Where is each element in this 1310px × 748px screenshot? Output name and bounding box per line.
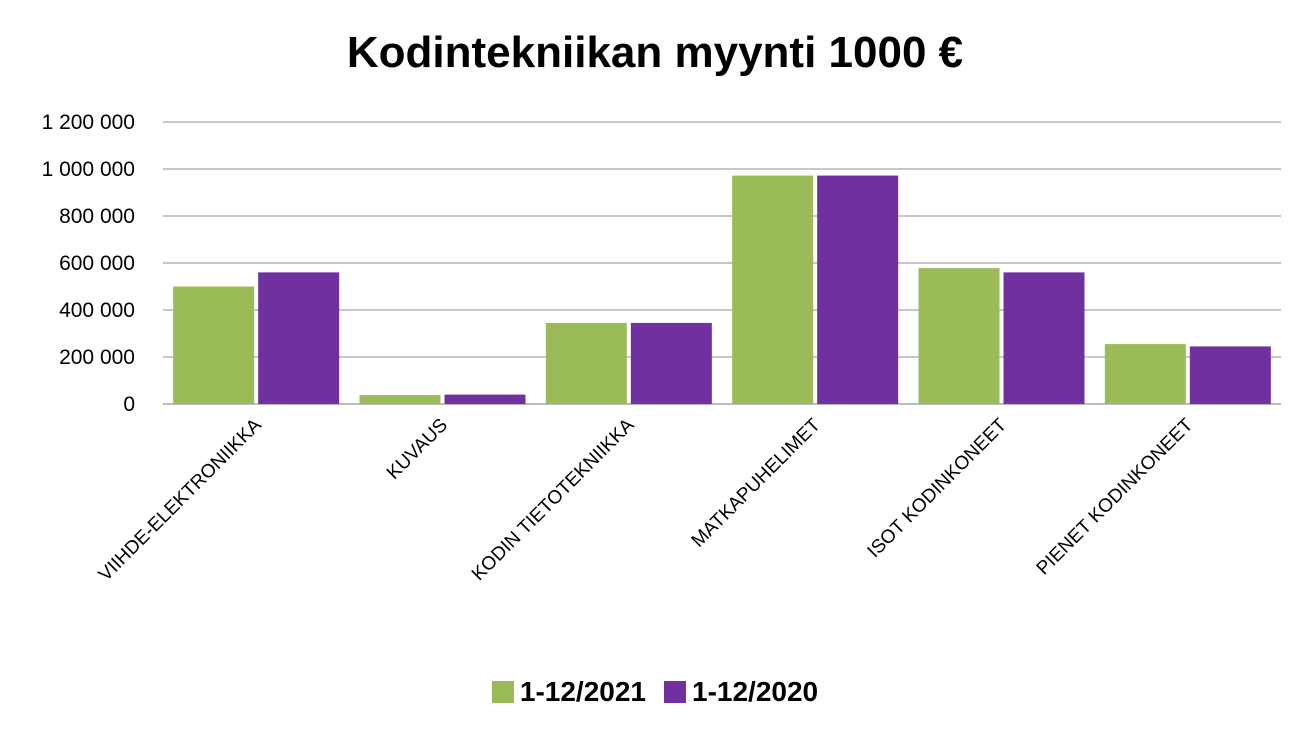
y-tick-label: 0	[123, 393, 135, 416]
legend-swatch-2021	[491, 681, 514, 703]
x-tick-label: KUVAUS	[383, 415, 452, 484]
legend-label-2021: 1-12/2021	[519, 676, 646, 707]
x-tick-label: KODIN TIETOTEKNIIKKA	[468, 414, 639, 585]
x-axis-ticks: VIIHDE-ELEKTRONIIKKA KUVAUS KODIN TIETOTEK…	[95, 414, 1198, 585]
chart-title: Kodintekniikan myynti 1000 €	[346, 28, 964, 77]
bar-2021	[732, 175, 814, 404]
legend-swatch-2020	[664, 681, 686, 703]
x-tick-label: VIIHDE-ELEKTRONIIKKA	[95, 414, 266, 585]
x-tick-label: MATKAPUHELIMET	[688, 414, 825, 551]
bar-2021	[173, 286, 255, 404]
x-tick-label: PIENET KODINKONEET	[1033, 414, 1198, 579]
legend-item-2020: 1-12/2020	[664, 676, 818, 708]
y-tick-label: 1 200 000	[42, 111, 135, 134]
bar-2021	[359, 395, 441, 404]
bar-chart: 0 200 000 400 000 600 000 800 000 1 000 000 1 …	[42, 111, 1281, 586]
bar-2020	[630, 322, 712, 404]
y-tick-label: 200 000	[59, 346, 135, 369]
y-tick-label: 600 000	[59, 252, 135, 275]
bar-2020	[1189, 346, 1271, 404]
gridlines	[163, 121, 1281, 405]
x-tick-label: ISOT KODINKONEET	[864, 414, 1012, 562]
legend: 1-12/2021 1-12/2020	[0, 676, 1310, 708]
y-tick-label: 800 000	[59, 205, 135, 228]
bar-2021	[545, 322, 627, 404]
bar-2020	[444, 394, 526, 404]
bar-2020	[817, 175, 899, 404]
bar-2020	[258, 272, 340, 404]
y-axis-ticks: 0 200 000 400 000 600 000 800 000 1 000 000 1 …	[42, 111, 135, 416]
y-tick-label: 400 000	[59, 299, 135, 322]
bar-2020	[1003, 272, 1085, 404]
bar-2021	[918, 268, 1000, 404]
bars	[173, 175, 1271, 404]
y-tick-label: 1 000 000	[42, 158, 135, 181]
bar-2021	[1104, 344, 1186, 404]
legend-item-2021: 1-12/2021	[491, 676, 646, 708]
legend-label-2020: 1-12/2020	[692, 676, 819, 707]
